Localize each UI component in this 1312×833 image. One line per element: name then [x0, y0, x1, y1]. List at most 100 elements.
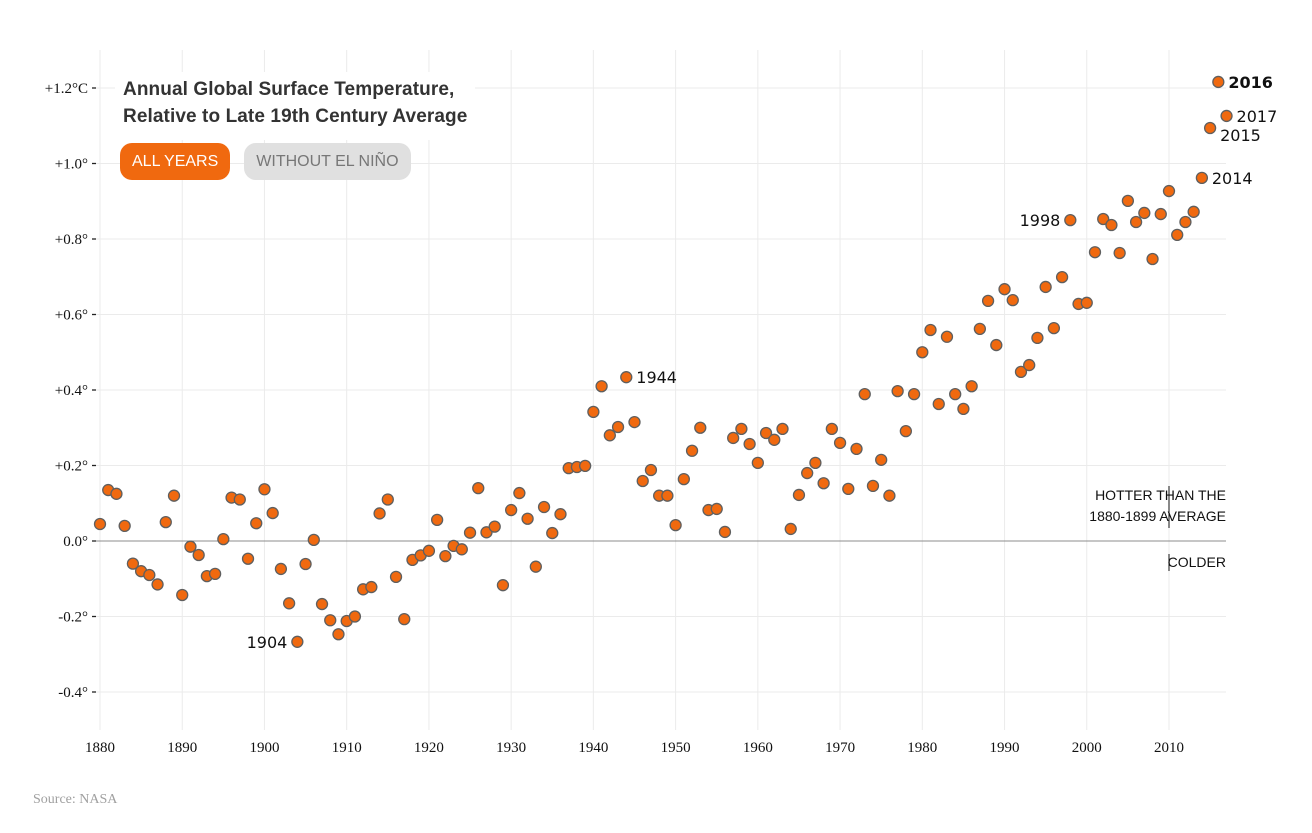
- view-toggle: ALL YEARS WITHOUT EL NIÑO: [120, 143, 411, 180]
- y-tick-label: +1.0°: [55, 157, 88, 173]
- x-tick-label: 1990: [990, 740, 1020, 756]
- data-point: [266, 506, 279, 520]
- x-tick-label: 1980: [907, 740, 937, 756]
- data-point: [324, 614, 337, 627]
- data-point: [751, 456, 764, 470]
- x-tick-label: 1960: [743, 740, 773, 756]
- data-point: [504, 503, 518, 517]
- data-point: [167, 489, 181, 502]
- data-point: [603, 429, 616, 442]
- x-tick-label: 1910: [332, 740, 362, 756]
- data-point: [949, 388, 962, 401]
- data-point: [727, 431, 740, 445]
- data-point: [110, 487, 123, 500]
- x-tick-label: 2010: [1154, 740, 1184, 756]
- chart-title: Annual Global Surface Temperature, Relat…: [123, 76, 467, 130]
- data-point: [792, 488, 806, 502]
- data-point: [332, 628, 345, 641]
- data-point: [883, 489, 896, 502]
- data-point: [1047, 321, 1061, 335]
- data-point: [768, 433, 781, 446]
- data-point: [866, 479, 880, 493]
- point-labels: 1904 1944 1998 2014 2015 2016 2017: [247, 73, 1278, 652]
- data-point: [579, 459, 592, 473]
- data-point: [546, 526, 559, 540]
- data-point: [759, 426, 773, 440]
- data-point: [1121, 194, 1135, 208]
- data-points: [93, 75, 1233, 648]
- data-point: [776, 422, 789, 436]
- data-point: [282, 597, 296, 610]
- data-point: [1088, 246, 1102, 259]
- data-point: [488, 520, 501, 533]
- data-point: [801, 466, 814, 480]
- data-point: [1195, 171, 1209, 184]
- x-tick-label: 1880: [85, 740, 115, 756]
- data-point: [1154, 207, 1167, 221]
- data-point: [513, 486, 526, 500]
- data-point: [620, 371, 633, 384]
- y-tick-label: -0.4°: [58, 685, 88, 701]
- data-point: [669, 518, 682, 532]
- data-point: [537, 500, 551, 514]
- data-point: [817, 477, 830, 490]
- without-el-nino-button[interactable]: WITHOUT EL NIÑO: [244, 143, 411, 180]
- source-note: Source: NASA: [33, 792, 118, 807]
- data-point: [480, 526, 493, 539]
- y-tick-label: 0.0°: [63, 534, 88, 550]
- data-point: [118, 519, 131, 533]
- y-tick-label: +0.4°: [55, 383, 88, 399]
- point-label: 2016: [1228, 73, 1273, 92]
- zero-line-annotation: HOTTER THAN THE 1880-1899 AVERAGE COLDER: [1089, 486, 1226, 571]
- data-point: [735, 422, 748, 436]
- data-point: [1023, 358, 1036, 372]
- point-label: 1944: [636, 368, 677, 387]
- data-point: [710, 502, 723, 516]
- data-point: [151, 578, 164, 591]
- x-tick-label: 1930: [496, 740, 526, 756]
- data-point: [1171, 228, 1184, 241]
- data-point: [217, 532, 230, 546]
- x-tick-label: 1900: [249, 740, 279, 756]
- data-point: [1179, 215, 1192, 229]
- x-tick-label: 2000: [1072, 740, 1102, 756]
- data-point: [143, 568, 156, 582]
- data-point: [677, 472, 690, 486]
- data-point: [250, 517, 263, 530]
- x-tick-label: 1890: [167, 740, 197, 756]
- data-point: [611, 420, 625, 434]
- data-point: [398, 612, 411, 626]
- data-point: [1006, 294, 1019, 307]
- data-point: [1105, 218, 1118, 232]
- y-tick-label: +0.2°: [55, 459, 88, 475]
- data-point: [184, 540, 197, 553]
- x-tick-label: 1970: [825, 740, 855, 756]
- title-line-1: Annual Global Surface Temperature,: [123, 79, 455, 100]
- data-point: [126, 557, 140, 570]
- data-point: [907, 388, 921, 401]
- all-years-button[interactable]: ALL YEARS: [120, 143, 231, 180]
- annotation-colder: COLDER: [1168, 554, 1226, 570]
- data-point: [891, 384, 904, 398]
- annotation-hotter-line1: HOTTER THAN THE: [1095, 487, 1226, 503]
- data-point: [1064, 213, 1077, 227]
- data-point: [389, 570, 403, 584]
- data-point: [381, 493, 394, 506]
- point-label: 2015: [1220, 126, 1261, 145]
- data-point: [422, 544, 436, 557]
- data-point: [932, 397, 945, 411]
- data-point: [208, 567, 222, 580]
- data-point: [192, 548, 205, 562]
- data-point: [899, 424, 913, 438]
- data-point: [258, 483, 271, 496]
- data-point: [965, 380, 978, 393]
- data-point: [973, 322, 987, 335]
- x-tick-label: 1920: [414, 740, 444, 756]
- data-point: [1138, 206, 1151, 220]
- horizontal-gridlines: [96, 87, 1226, 693]
- point-label: 1904: [247, 633, 288, 652]
- data-point: [636, 474, 649, 488]
- data-point: [858, 388, 871, 401]
- data-point: [825, 422, 838, 436]
